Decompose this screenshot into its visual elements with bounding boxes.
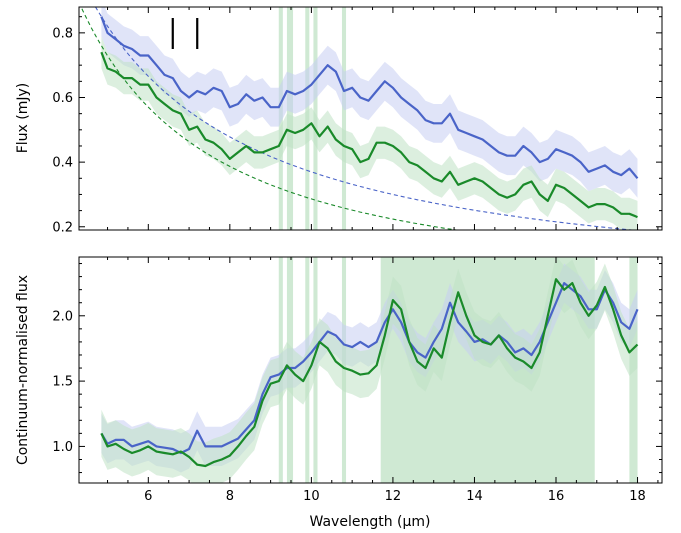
bottom-series-0-line (100, 282, 639, 455)
top-continuum-curve-1 (80, 7, 460, 230)
bottom-panel: 6 8 10 12 14 16 18 1.0 1.5 2.0 Continuum-normalis… (15, 256, 663, 530)
top-y-tick-label: 0.8 (52, 26, 73, 41)
bottom-x-tick-label: 6 (144, 489, 152, 504)
top-y-axis-label: Flux (mJy) (15, 83, 31, 154)
bottom-x-tick-label: 16 (548, 489, 565, 504)
top-shaded-column (341, 7, 347, 230)
top-y-tick-label: 0.2 (52, 220, 73, 235)
bottom-axis-ticks: 6 8 10 12 14 16 18 1.0 1.5 2.0 (52, 257, 662, 504)
x-axis-label: Wavelength (μm) (310, 514, 431, 530)
top-y-tick-label: 0.6 (52, 91, 73, 106)
top-series-1-line (100, 51, 638, 219)
top-plot-area (80, 7, 639, 230)
top-panel-frame (78, 6, 663, 231)
bottom-x-tick-label: 12 (385, 489, 402, 504)
top-series-0-uncertainty-band (101, 7, 638, 198)
bottom-series-0-uncertainty-band (101, 263, 638, 473)
top-y-tick-label: 0.4 (52, 156, 73, 171)
top-series-0-line (100, 16, 639, 180)
bottom-y-tick-label: 1.0 (52, 440, 73, 455)
top-continuum-curve-0 (94, 7, 638, 230)
bottom-x-tick-label: 18 (629, 489, 646, 504)
bottom-x-tick-label: 14 (466, 489, 483, 504)
bottom-x-tick-label: 10 (303, 489, 320, 504)
top-series-1-uncertainty-band (101, 36, 638, 230)
top-panel: 0.2 0.4 0.6 0.8 Flux (mJy) (15, 6, 663, 235)
bottom-panel-frame (78, 256, 663, 484)
bottom-series-1-uncertainty-band (101, 257, 638, 483)
bottom-plot-area (100, 257, 639, 483)
bottom-x-tick-label: 8 (226, 489, 234, 504)
bottom-y-axis-label: Continuum-normalised flux (15, 275, 31, 465)
bottom-y-tick-label: 1.5 (52, 375, 73, 390)
bottom-y-tick-label: 2.0 (52, 309, 73, 324)
bottom-series-1-line (100, 278, 639, 468)
top-axis-ticks: 0.2 0.4 0.6 0.8 (52, 7, 662, 235)
